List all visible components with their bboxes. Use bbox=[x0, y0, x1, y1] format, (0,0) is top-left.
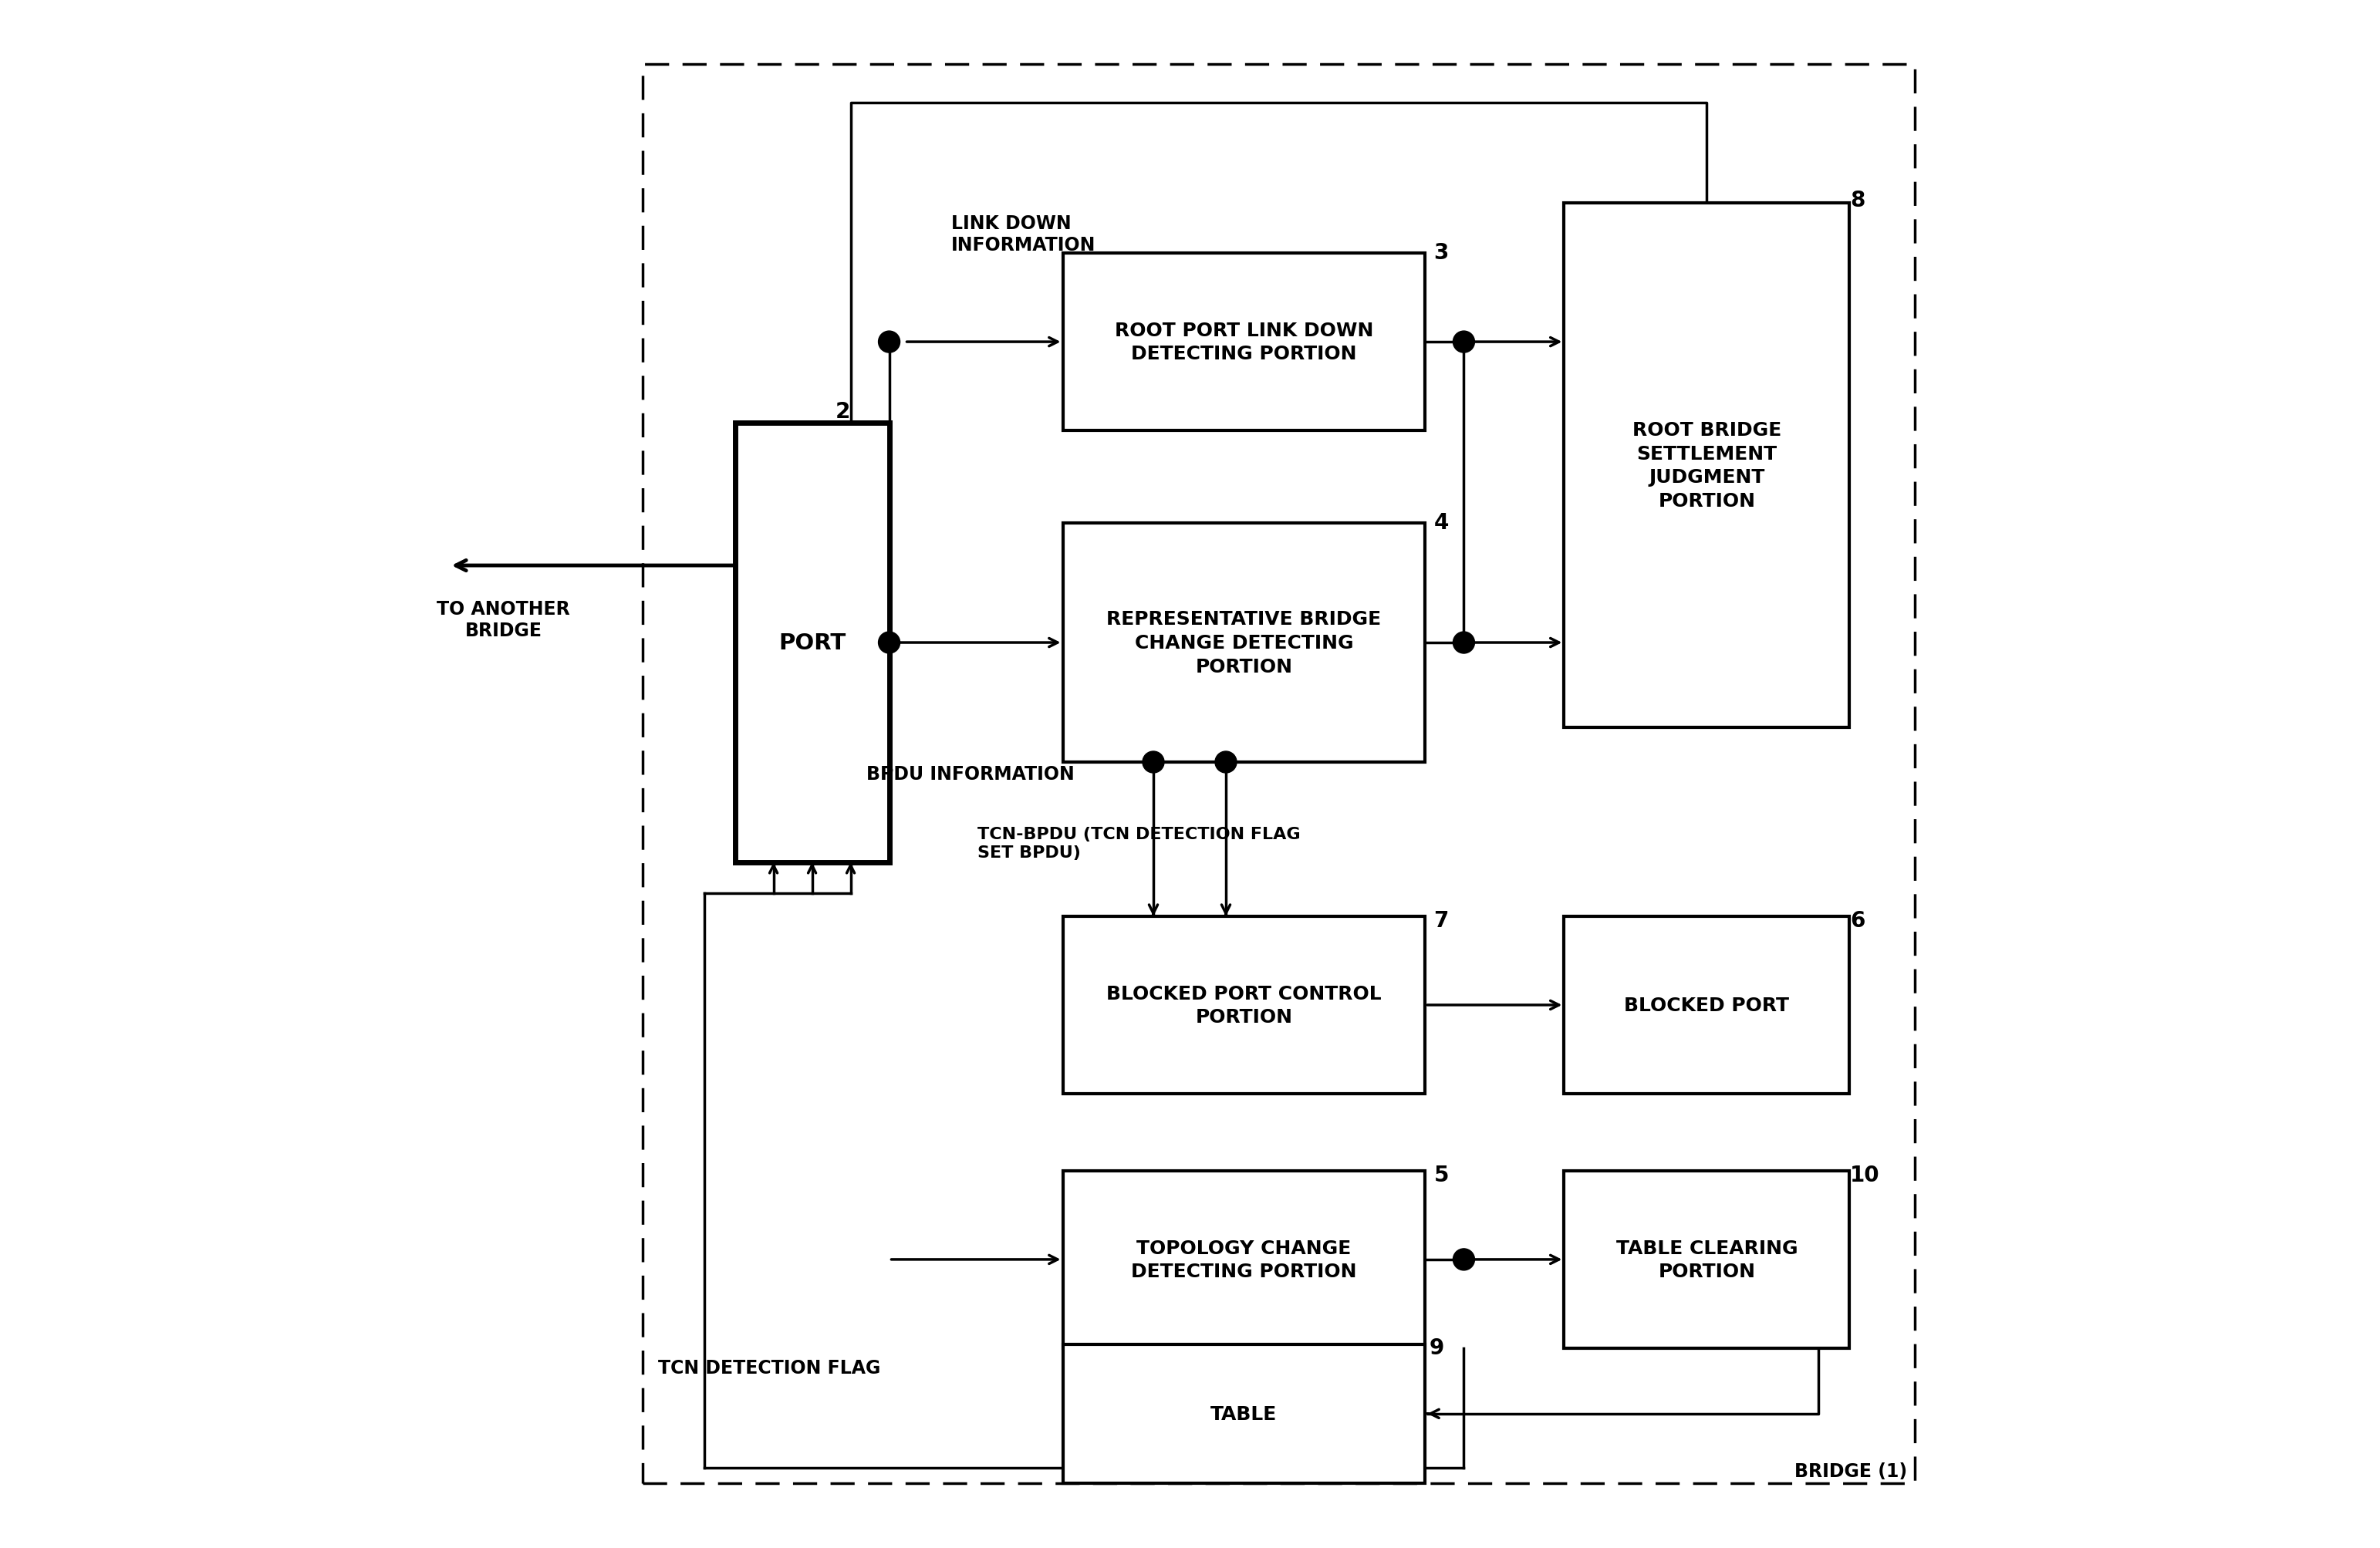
Text: TCN DETECTION FLAG: TCN DETECTION FLAG bbox=[657, 1358, 881, 1376]
Text: BRIDGE (1): BRIDGE (1) bbox=[1795, 1461, 1906, 1480]
Text: REPRESENTATIVE BRIDGE
CHANGE DETECTING
PORTION: REPRESENTATIVE BRIDGE CHANGE DETECTING P… bbox=[1107, 610, 1380, 676]
Text: 4: 4 bbox=[1433, 512, 1449, 534]
Text: 8: 8 bbox=[1849, 190, 1866, 212]
Bar bbox=[643, 65, 1916, 1483]
Circle shape bbox=[1454, 331, 1476, 353]
Bar bbox=[1064, 254, 1426, 430]
Text: 9: 9 bbox=[1428, 1336, 1445, 1358]
Bar bbox=[735, 423, 890, 862]
Text: 6: 6 bbox=[1849, 910, 1866, 932]
Circle shape bbox=[1454, 1249, 1476, 1271]
Circle shape bbox=[878, 331, 900, 353]
Text: ROOT BRIDGE
SETTLEMENT
JUDGMENT
PORTION: ROOT BRIDGE SETTLEMENT JUDGMENT PORTION bbox=[1633, 421, 1780, 511]
Bar bbox=[1564, 1170, 1849, 1348]
Bar bbox=[1064, 1170, 1426, 1348]
Bar bbox=[1064, 1344, 1426, 1483]
Text: TO ANOTHER
BRIDGE: TO ANOTHER BRIDGE bbox=[438, 601, 571, 639]
Circle shape bbox=[1142, 752, 1164, 774]
Text: TCN-BPDU (TCN DETECTION FLAG
SET BPDU): TCN-BPDU (TCN DETECTION FLAG SET BPDU) bbox=[978, 827, 1299, 861]
Text: PORT: PORT bbox=[778, 632, 845, 653]
Text: BLOCKED PORT: BLOCKED PORT bbox=[1623, 995, 1790, 1014]
Bar bbox=[1064, 523, 1426, 763]
Text: 5: 5 bbox=[1433, 1164, 1449, 1186]
Text: LINK DOWN
INFORMATION: LINK DOWN INFORMATION bbox=[952, 215, 1095, 254]
Bar bbox=[1564, 204, 1849, 728]
Bar bbox=[1564, 916, 1849, 1094]
Text: 10: 10 bbox=[1849, 1164, 1880, 1186]
Circle shape bbox=[1216, 752, 1238, 774]
Text: TABLE: TABLE bbox=[1211, 1404, 1278, 1423]
Text: ROOT PORT LINK DOWN
DETECTING PORTION: ROOT PORT LINK DOWN DETECTING PORTION bbox=[1114, 322, 1373, 364]
Text: TOPOLOGY CHANGE
DETECTING PORTION: TOPOLOGY CHANGE DETECTING PORTION bbox=[1130, 1238, 1357, 1280]
Text: BPDU INFORMATION: BPDU INFORMATION bbox=[866, 765, 1073, 783]
Bar bbox=[1064, 916, 1426, 1094]
Circle shape bbox=[878, 632, 900, 653]
Text: TABLE CLEARING
PORTION: TABLE CLEARING PORTION bbox=[1616, 1238, 1797, 1280]
Text: 3: 3 bbox=[1433, 241, 1449, 263]
Text: 2: 2 bbox=[835, 401, 850, 423]
Circle shape bbox=[1454, 632, 1476, 653]
Text: BLOCKED PORT CONTROL
PORTION: BLOCKED PORT CONTROL PORTION bbox=[1107, 985, 1380, 1026]
Text: 7: 7 bbox=[1433, 910, 1449, 932]
